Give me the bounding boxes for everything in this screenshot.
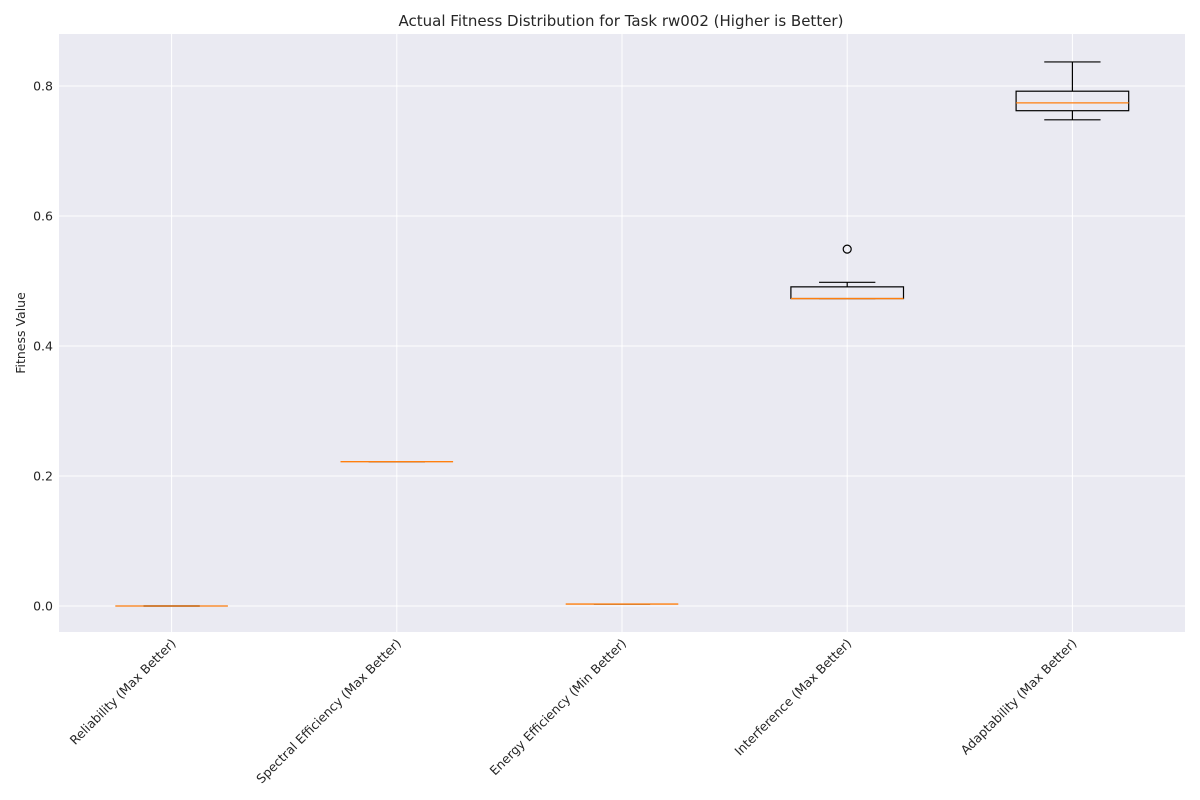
x-tick-label: Reliability (Max Better) xyxy=(67,636,179,748)
y-axis-ticks: 0.0 0.2 0.4 0.6 0.8 xyxy=(33,79,53,614)
box-group xyxy=(790,244,905,300)
y-tick-label: 0.2 xyxy=(33,469,53,484)
x-tick-label: Interference (Max Better) xyxy=(731,636,854,759)
iqr-box xyxy=(1015,90,1130,112)
x-axis-ticks: Reliability (Max Better) Spectral Efficie… xyxy=(67,636,1080,787)
outlier-point xyxy=(842,244,852,254)
x-tick-label: Energy Efficiency (Min Better) xyxy=(486,636,629,779)
boxes xyxy=(115,61,1130,607)
y-tick-label: 0.6 xyxy=(33,209,53,224)
y-axis-label: Fitness Value xyxy=(13,292,28,374)
chart-title: Actual Fitness Distribution for Task rw0… xyxy=(399,12,844,30)
x-tick-label: Adaptability (Max Better) xyxy=(958,636,1080,758)
grid-lines xyxy=(59,34,1185,632)
y-tick-label: 0.0 xyxy=(33,599,53,614)
y-tick-label: 0.4 xyxy=(33,339,53,354)
y-tick-label: 0.8 xyxy=(33,79,53,94)
box-group xyxy=(1015,61,1130,121)
x-tick-label: Spectral Efficiency (Max Better) xyxy=(253,636,404,787)
